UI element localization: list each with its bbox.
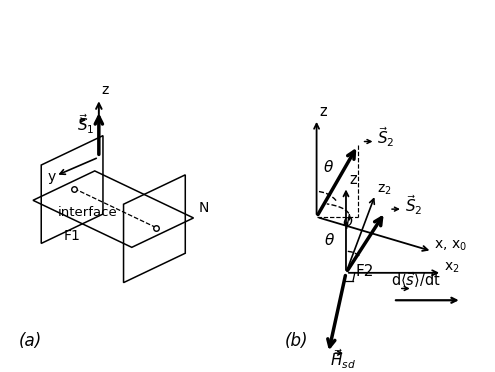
Text: $\phi$: $\phi$ xyxy=(342,212,353,231)
Text: (a): (a) xyxy=(19,332,42,350)
Text: F2: F2 xyxy=(356,264,374,279)
Text: $\theta$: $\theta$ xyxy=(324,232,336,248)
Text: z: z xyxy=(349,171,356,187)
Text: $\vec{S}_2$: $\vec{S}_2$ xyxy=(377,125,395,149)
Text: $\vec{S}_1$: $\vec{S}_1$ xyxy=(77,113,95,137)
Text: z$_2$: z$_2$ xyxy=(377,183,392,197)
Text: d$\langle\vec{s}\rangle$/dt: d$\langle\vec{s}\rangle$/dt xyxy=(391,270,441,289)
Text: x$_2$: x$_2$ xyxy=(444,261,459,275)
Text: x, x$_0$: x, x$_0$ xyxy=(434,238,467,253)
Text: $\vec{S}_2$: $\vec{S}_2$ xyxy=(405,193,422,217)
Text: z: z xyxy=(102,83,109,97)
Text: (b): (b) xyxy=(284,332,308,350)
Text: F1: F1 xyxy=(64,230,81,244)
Text: interface: interface xyxy=(57,206,117,219)
Text: z: z xyxy=(320,104,327,119)
Text: y: y xyxy=(48,170,56,184)
Text: N: N xyxy=(199,201,209,215)
Text: $\theta$: $\theta$ xyxy=(323,159,335,175)
Text: $\vec{H}_{sd}$: $\vec{H}_{sd}$ xyxy=(330,347,356,371)
